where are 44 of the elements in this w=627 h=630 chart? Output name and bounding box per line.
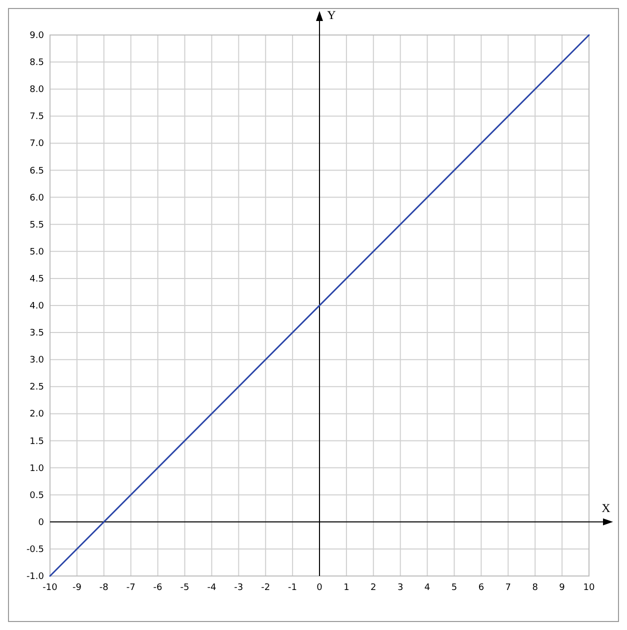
y-tick-label: 4.5 [30, 274, 44, 284]
y-tick-label: 0.5 [30, 490, 44, 501]
x-tick-label: -5 [180, 583, 190, 593]
y-tick-label: 9.0 [30, 31, 44, 41]
y-tick-label: 6.5 [30, 166, 44, 176]
x-tick-label: 3 [397, 583, 404, 593]
y-tick-label: 2.5 [30, 382, 44, 393]
x-tick-label: 0 [316, 583, 323, 593]
x-tick-label: -10 [42, 583, 58, 593]
y-tick-label: 1.0 [30, 464, 44, 474]
x-tick-label: -8 [99, 583, 109, 593]
y-tick-label: 1.5 [30, 436, 44, 447]
y-tick-label: 2.0 [30, 410, 44, 420]
x-tick-label: 8 [532, 583, 538, 593]
x-tick-label: 9 [559, 583, 566, 593]
x-tick-label: -4 [207, 583, 216, 593]
x-tick-label: -2 [261, 583, 270, 593]
y-tick-label: 5.0 [30, 247, 44, 258]
y-tick-label: 6.0 [30, 193, 44, 204]
y-tick-label: -1.0 [26, 572, 44, 582]
x-tick-label: 4 [424, 583, 430, 593]
y-tick-label: 5.5 [30, 220, 44, 230]
y-tick-label: 7.0 [30, 139, 44, 150]
x-tick-label: -9 [72, 583, 82, 593]
x-axis-title: X [602, 500, 611, 515]
y-tick-label: 3.5 [30, 328, 44, 339]
y-tick-label: 8.0 [30, 85, 44, 96]
x-tick-label: 6 [478, 583, 484, 593]
x-tick-label: -3 [234, 583, 244, 593]
x-tick-label: 10 [583, 583, 595, 593]
x-tick-label: -1 [288, 583, 298, 593]
y-tick-label: 7.5 [30, 112, 44, 122]
y-tick-label: 0 [38, 518, 44, 528]
x-tick-label: 1 [344, 583, 350, 593]
y-tick-label: 8.5 [30, 58, 44, 68]
x-tick-label: 5 [451, 583, 458, 593]
y-tick-label: 3.0 [30, 356, 44, 366]
x-tick-label: 2 [370, 583, 376, 593]
y-axis-title: Y [327, 8, 336, 22]
x-tick-label: 7 [505, 583, 512, 593]
y-tick-label: 4.0 [30, 302, 44, 312]
y-tick-label: -0.5 [26, 544, 44, 555]
x-tick-label: -7 [126, 583, 136, 593]
x-tick-label: -6 [153, 583, 163, 593]
